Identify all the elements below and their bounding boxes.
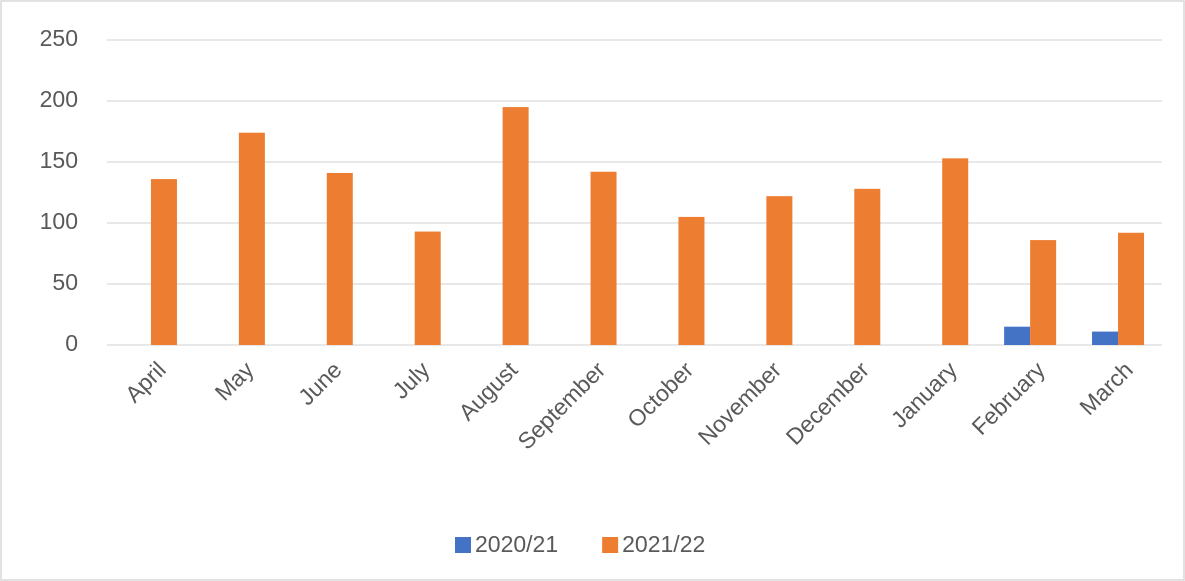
bar [1118,232,1145,345]
bar [150,179,177,345]
bar [1092,331,1119,345]
bar [414,231,441,345]
legend-swatch [602,537,619,553]
legend-label: 2021/22 [622,531,705,557]
bar [678,216,705,345]
y-tick-label: 200 [40,86,78,112]
y-tick-label: 50 [52,269,78,295]
bar [326,172,353,345]
bar [854,188,881,345]
bar [1004,326,1031,345]
bar [590,171,617,345]
y-tick-label: 250 [40,25,78,51]
bar [502,107,529,345]
bar [1030,240,1057,345]
bar [942,158,969,345]
legend-label: 2020/21 [475,531,558,557]
y-tick-label: 0 [65,330,78,356]
bar [766,196,793,345]
y-tick-label: 150 [40,147,78,173]
bar [238,132,265,345]
y-tick-label: 100 [40,208,78,234]
legend-swatch [455,537,471,553]
